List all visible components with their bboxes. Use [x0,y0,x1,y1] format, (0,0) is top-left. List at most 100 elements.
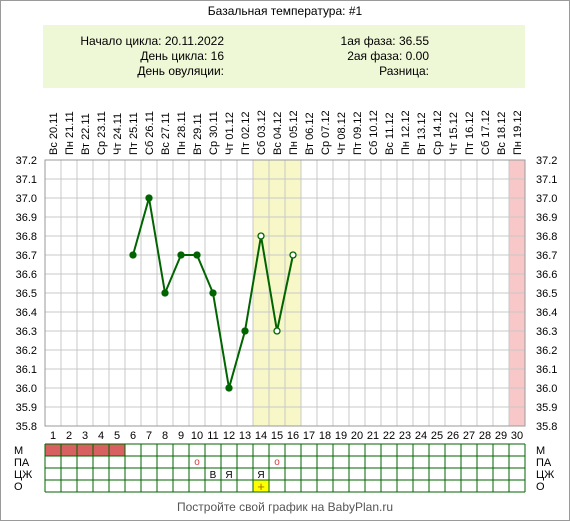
date-tick-label: Чт 15.12 [448,112,460,155]
date-tick-label: Сб 03.12 [256,110,268,155]
row-label-left: О [14,481,23,493]
menstruation-cell [77,444,93,456]
day-tick-label: 3 [82,430,88,442]
y-tick-label-left: 36.5 [16,288,37,300]
phase1-label: 1ая фаза: 36.55 [340,34,429,48]
y-tick-label-left: 37.0 [16,193,37,205]
y-tick-label-left: 36.6 [16,269,37,281]
y-tick-label-right: 36.5 [536,288,557,300]
date-tick-label: Ср 30.11 [208,111,220,155]
day-tick-label: 8 [162,430,168,442]
date-tick-label: Сб 10.12 [368,110,380,155]
chart-title: Базальная температура: #1 [207,4,363,18]
y-tick-label-right: 36.7 [536,250,557,262]
temperature-point [209,289,217,297]
phase2-label: 2ая фаза: 0.00 [347,49,429,63]
temperature-point [161,289,169,297]
row-label-right: ЦЖ [536,469,554,481]
date-tick-label: Вт 06.12 [304,112,316,155]
menstruation-cell [93,444,109,456]
date-tick-label: Вт 13.12 [416,112,428,155]
y-tick-label-left: 36.9 [16,212,37,224]
cz-mark: Я [257,470,264,481]
date-tick-label: Пн 05.12 [288,110,300,155]
day-tick-label: 29 [495,430,507,442]
date-tick-label: Вт 22.11 [80,113,92,155]
day-tick-label: 5 [114,430,120,442]
y-tick-label-right: 36.2 [536,345,557,357]
y-tick-label-right: 37.1 [536,174,557,186]
y-tick-label-right: 37.0 [536,193,557,205]
day-tick-label: 11 [207,430,218,442]
date-tick-label: Сб 26.11 [144,111,156,155]
y-tick-label-right: 36.6 [536,269,557,281]
date-tick-label: Вс 11.12 [384,112,396,155]
date-tick-label: Чт 08.12 [336,112,348,155]
y-tick-label-left: 36.8 [16,231,37,243]
y-tick-label-left: 35.8 [16,421,37,433]
footer-link[interactable]: Постройте свой график на BabyPlan.ru [176,500,394,514]
y-tick-label-left: 35.9 [16,402,37,414]
pa-mark: о [194,457,200,468]
day-tick-label: 7 [146,430,152,442]
ovulation-test-cell [253,480,269,492]
day-tick-label: 12 [223,430,235,442]
date-tick-label: Ср 14.12 [432,110,444,155]
day-tick-label: 25 [431,430,443,442]
day-tick-label: 23 [399,430,411,442]
temperature-point [177,251,185,259]
date-tick-label: Пт 02.12 [240,111,252,155]
menstruation-cell [45,444,61,456]
y-tick-label-right: 35.8 [536,421,557,433]
date-tick-label: Вс 20.11 [48,112,60,155]
y-tick-label-right: 36.9 [536,212,557,224]
date-tick-label: Вт 29.11 [192,113,204,155]
y-tick-label-right: 36.4 [536,307,557,319]
day-tick-label: 6 [130,430,136,442]
day-tick-label: 22 [383,430,395,442]
day-tick-label: 9 [178,430,184,442]
day-tick-label: 17 [303,430,315,442]
date-tick-label: Пт 16.12 [464,111,476,155]
y-tick-label-left: 37.2 [16,155,37,167]
y-tick-label-right: 36.0 [536,383,557,395]
row-label-left: ПА [14,457,30,469]
cycle-day-label: День цикла: 16 [140,49,224,63]
ovulation-test-mark: + [257,479,265,494]
day-tick-label: 14 [255,430,267,442]
difference-label: Разница: [379,64,429,78]
y-tick-label-right: 36.8 [536,231,557,243]
y-tick-label-left: 36.0 [16,383,37,395]
cycle-start-label: Начало цикла: 20.11.2022 [80,34,224,48]
day-tick-label: 10 [191,430,203,442]
date-tick-label: Ср 23.11 [96,111,108,155]
date-tick-label: Ср 07.12 [320,110,332,155]
row-label-left: М [14,445,23,457]
temperature-point [225,384,233,392]
row-label-right: М [536,445,545,457]
temperature-point [289,251,297,259]
temperature-point [193,251,201,259]
day-tick-label: 28 [479,430,491,442]
y-tick-label-right: 35.9 [536,402,557,414]
date-tick-label: Пт 25.11 [128,112,140,155]
plot-border [44,159,526,427]
y-tick-label-left: 36.1 [16,364,37,376]
y-tick-label-left: 36.2 [16,345,37,357]
temperature-point [273,327,281,335]
day-tick-label: 19 [335,430,347,442]
date-tick-label: Чт 24.11 [112,113,124,155]
y-tick-label-left: 37.1 [16,174,37,186]
date-tick-label: Пн 28.11 [176,111,188,155]
day-tick-label: 21 [367,430,379,442]
day-tick-label: 13 [239,430,251,442]
date-tick-label: Пт 09.12 [352,111,364,155]
temperature-point [129,251,137,259]
row-label-right: ПА [536,457,552,469]
y-tick-label-left: 36.7 [16,250,37,262]
day-tick-label: 18 [319,430,331,442]
date-tick-label: Пн 12.12 [400,110,412,155]
temperature-point [257,232,265,240]
day-tick-label: 26 [447,430,459,442]
